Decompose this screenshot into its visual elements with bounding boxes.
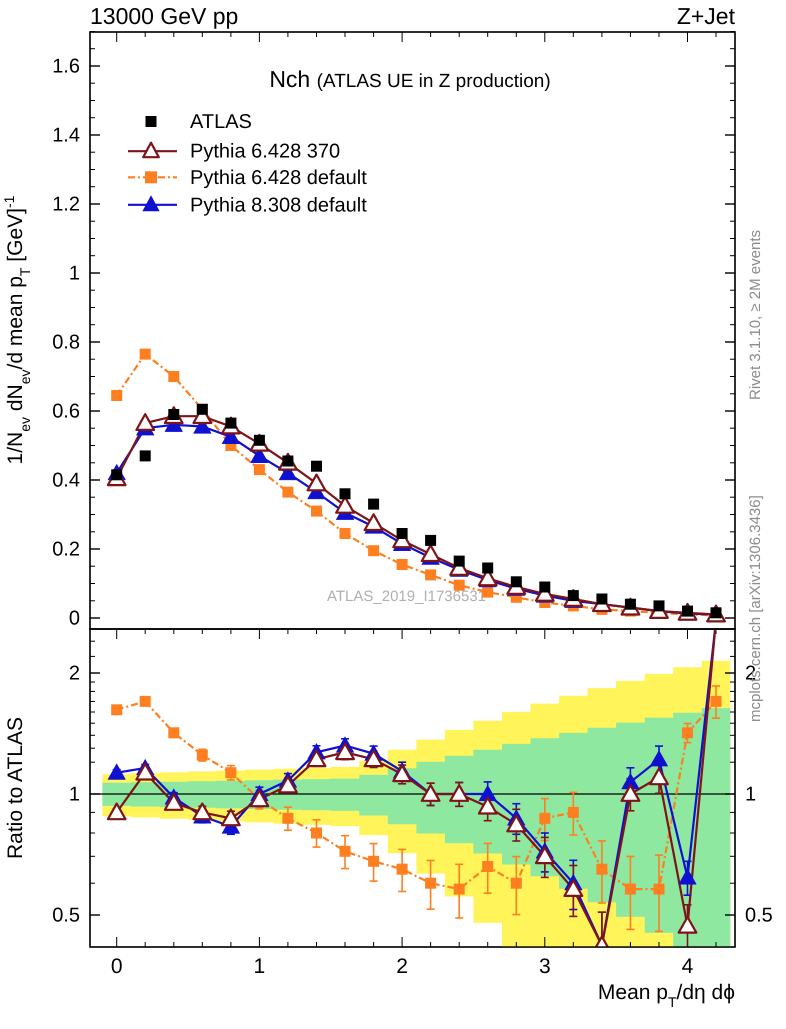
svg-text:4: 4 (682, 955, 694, 978)
svg-text:3: 3 (539, 955, 551, 978)
svg-text:Rivet 3.1.10, ≥ 2M events: Rivet 3.1.10, ≥ 2M events (747, 230, 764, 400)
svg-text:0.5: 0.5 (52, 905, 80, 927)
svg-text:Pythia 8.308 default: Pythia 8.308 default (190, 194, 367, 216)
svg-text:Pythia 6.428 370: Pythia 6.428 370 (190, 141, 340, 163)
svg-text:0.6: 0.6 (52, 401, 80, 423)
svg-text:2: 2 (69, 663, 80, 685)
svg-text:ATLAS: ATLAS (190, 111, 252, 133)
svg-text:1.4: 1.4 (52, 125, 80, 147)
svg-text:2: 2 (396, 955, 408, 978)
svg-text:Pythia 6.428 default: Pythia 6.428 default (190, 167, 367, 189)
svg-text:0: 0 (111, 955, 123, 978)
svg-text:13000 GeV pp: 13000 GeV pp (90, 3, 238, 29)
svg-text:mcplots.cern.ch [arXiv:1306.34: mcplots.cern.ch [arXiv:1306.3436] (747, 495, 764, 722)
svg-text:1: 1 (69, 784, 80, 806)
svg-text:1: 1 (254, 955, 266, 978)
svg-text:0: 0 (69, 608, 80, 630)
svg-text:0.5: 0.5 (745, 905, 773, 927)
svg-text:0.8: 0.8 (52, 332, 80, 354)
svg-text:0.2: 0.2 (52, 539, 80, 561)
svg-text:1.2: 1.2 (52, 194, 80, 216)
svg-text:1: 1 (69, 263, 80, 285)
svg-text:0.4: 0.4 (52, 470, 80, 492)
svg-text:1: 1 (745, 784, 756, 806)
svg-text:Ratio to ATLAS: Ratio to ATLAS (4, 717, 27, 859)
svg-text:Z+Jet: Z+Jet (677, 3, 736, 29)
svg-text:1.6: 1.6 (52, 56, 80, 78)
